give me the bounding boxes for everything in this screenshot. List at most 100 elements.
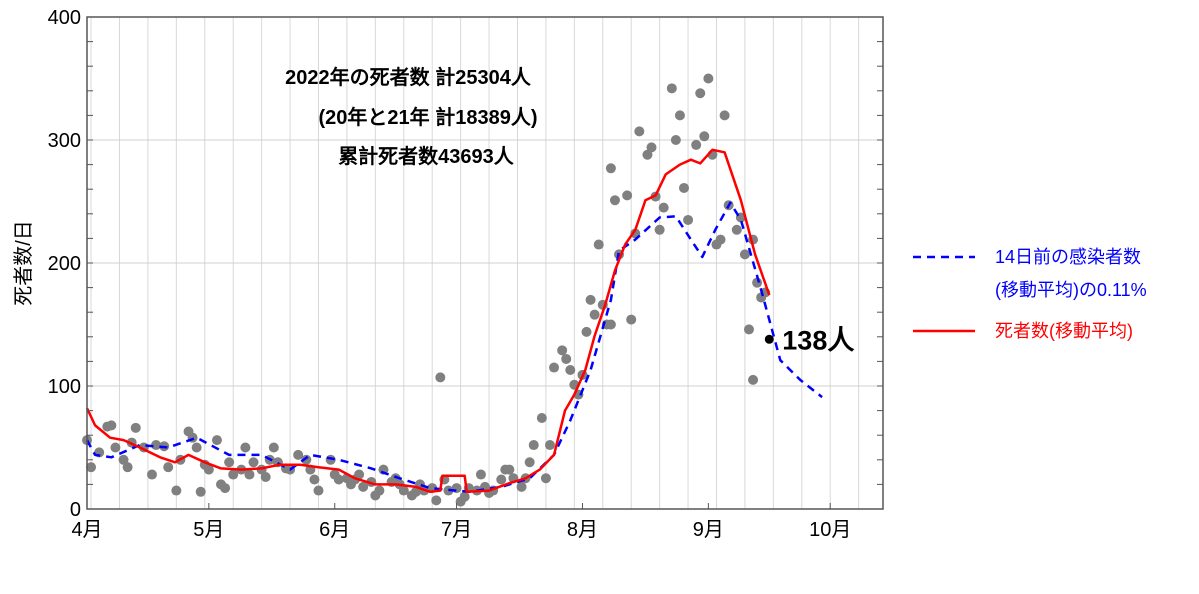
legend-label-deaths: 死者数(移動平均) bbox=[995, 321, 1133, 341]
scatter-point bbox=[593, 239, 604, 250]
series-layer bbox=[82, 73, 823, 507]
annotation-line-2: (20年と21年 計18389人) bbox=[319, 105, 538, 129]
scatter-point bbox=[695, 88, 706, 99]
axes: 0 100 200 300 400 4月 5月 6月 7月 8月 9月 10月 bbox=[48, 7, 883, 541]
y-tick-label: 0 bbox=[70, 499, 81, 521]
scatter-point bbox=[118, 454, 129, 465]
scatter-point bbox=[666, 83, 677, 94]
scatter-point bbox=[622, 190, 633, 201]
scatter-point bbox=[224, 457, 235, 468]
scatter-point bbox=[715, 234, 726, 245]
legend: 14日前の感染者数 (移動平均)の0.11% 死者数(移動平均) bbox=[913, 247, 1147, 341]
scatter-point bbox=[268, 442, 279, 453]
scatter-point bbox=[528, 440, 539, 451]
scatter-point bbox=[248, 457, 259, 468]
scatter-point bbox=[524, 457, 535, 468]
scatter-point bbox=[211, 435, 222, 446]
scatter-point bbox=[581, 326, 592, 337]
scatter-point bbox=[703, 73, 714, 84]
scatter-point bbox=[171, 485, 182, 496]
scatter-point bbox=[451, 483, 462, 494]
scatter-point bbox=[536, 412, 547, 423]
scatter-point bbox=[333, 474, 344, 485]
scatter-point bbox=[561, 353, 572, 364]
x-tick-label: 5月 bbox=[193, 519, 224, 541]
scatter-point bbox=[354, 469, 365, 480]
scatter-point bbox=[146, 469, 157, 480]
scatter-point bbox=[646, 142, 657, 153]
scatter-point bbox=[670, 135, 681, 145]
x-tick-label: 8月 bbox=[567, 519, 598, 541]
scatter-point bbox=[309, 474, 320, 485]
scatter-point bbox=[609, 195, 620, 206]
y-tick-label: 400 bbox=[48, 7, 81, 29]
scatter-point bbox=[731, 224, 742, 235]
legend-label-infections-2: (移動平均)の0.11% bbox=[995, 280, 1147, 300]
scatter-point bbox=[585, 294, 596, 305]
scatter-point bbox=[739, 249, 750, 260]
scatter-point bbox=[654, 224, 665, 235]
legend-label-infections-1: 14日前の感染者数 bbox=[995, 247, 1141, 267]
scatter-point bbox=[565, 365, 576, 376]
scatter-point bbox=[191, 442, 202, 453]
y-tick-label: 200 bbox=[48, 253, 81, 275]
scatter-point bbox=[605, 319, 616, 330]
last-point-marker: 138人 bbox=[764, 325, 854, 355]
scatter-point bbox=[691, 139, 702, 150]
grid bbox=[87, 17, 883, 509]
scatter-point bbox=[699, 131, 710, 142]
x-tick-label: 9月 bbox=[693, 519, 724, 541]
scatter-point bbox=[228, 469, 239, 480]
scatter-point bbox=[605, 163, 616, 174]
x-tick-label: 10月 bbox=[809, 519, 851, 541]
scatter-point bbox=[549, 362, 560, 373]
scatter-point bbox=[86, 462, 97, 473]
scatter-point bbox=[244, 469, 255, 480]
x-tick-label: 4月 bbox=[71, 519, 102, 541]
scatter-point bbox=[260, 472, 271, 483]
scatter-point bbox=[122, 462, 133, 473]
scatter-point bbox=[301, 454, 312, 465]
scatter-point bbox=[504, 464, 515, 475]
scatter-point bbox=[683, 214, 694, 225]
y-axis-label: 死者数/日 bbox=[12, 220, 35, 306]
scatter-point bbox=[398, 485, 409, 496]
scatter-point bbox=[658, 202, 669, 213]
scatter-point bbox=[220, 483, 231, 494]
x-tick-label: 6月 bbox=[319, 519, 350, 541]
scatter-point bbox=[313, 485, 324, 496]
scatter-point bbox=[516, 481, 527, 492]
scatter-point bbox=[626, 314, 637, 325]
scatter-point bbox=[748, 374, 759, 385]
scatter-point bbox=[589, 309, 600, 320]
scatter-point bbox=[634, 126, 645, 137]
scatter-point bbox=[540, 473, 551, 484]
scatter-point bbox=[674, 110, 685, 121]
scatter-point bbox=[557, 345, 568, 356]
x-tick-label: 7月 bbox=[441, 519, 472, 541]
scatter-point bbox=[106, 420, 117, 431]
scatter-point bbox=[544, 440, 555, 451]
scatter-point bbox=[435, 372, 446, 383]
annotation-line-1: 2022年の死者数 計25304人 bbox=[285, 65, 532, 89]
scatter-point bbox=[496, 474, 507, 485]
scatter-point bbox=[293, 449, 304, 460]
scatter-point bbox=[459, 491, 470, 502]
scatter-point bbox=[431, 495, 442, 506]
scatter-point bbox=[151, 440, 162, 451]
scatter-point bbox=[195, 486, 206, 497]
scatter-point bbox=[110, 442, 121, 453]
scatter-point bbox=[130, 422, 141, 433]
scatter-point bbox=[642, 149, 653, 160]
scatter-point bbox=[163, 462, 174, 473]
scatter-point bbox=[743, 324, 754, 335]
y-tick-label: 300 bbox=[48, 130, 81, 152]
last-point-label: 138人 bbox=[782, 325, 854, 355]
scatter-point bbox=[719, 110, 730, 121]
scatter-point bbox=[475, 469, 486, 480]
scatter-point bbox=[679, 182, 689, 193]
scatter-point bbox=[374, 485, 385, 496]
annotation-line-3: 累計死者数43693人 bbox=[338, 144, 515, 168]
scatter-point bbox=[240, 442, 251, 453]
